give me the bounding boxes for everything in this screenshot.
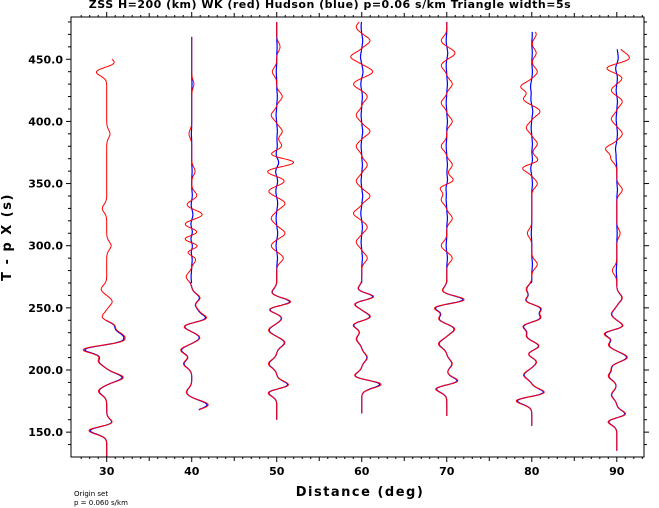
hudson-trace-90 — [604, 49, 628, 451]
footnote-p: p = 0.060 s/km — [74, 499, 128, 507]
y-tick-label: 150.0 — [28, 426, 63, 439]
wk-trace-90 — [603, 48, 630, 451]
x-tick-label: 60 — [354, 465, 370, 478]
x-tick-label: 70 — [439, 465, 455, 478]
y-tick-label: 200.0 — [28, 364, 63, 377]
hudson-trace-30 — [84, 319, 125, 457]
x-tick-label: 30 — [99, 465, 115, 478]
wk-trace-70 — [433, 22, 465, 416]
wk-trace-60 — [350, 21, 382, 414]
x-tick-label: 80 — [524, 465, 540, 478]
y-tick-label: 400.0 — [28, 115, 63, 128]
x-tick-label: 90 — [609, 465, 625, 478]
footnote-origin: Origin set — [74, 490, 108, 498]
wk-trace-30 — [82, 58, 126, 457]
y-axis-ticks: 150.0 200.0 250.0 300.0 350.0 400.0 450.0 — [28, 21, 649, 446]
wk-trace-40 — [180, 36, 209, 411]
x-axis-ticks: 30 40 50 60 70 80 90 — [80, 12, 643, 478]
y-axis-label: T - p X (s) — [0, 193, 15, 281]
y-tick-label: 250.0 — [28, 302, 63, 315]
wk-trace-50 — [267, 22, 295, 420]
hudson-trace-80 — [516, 31, 544, 426]
y-tick-label: 450.0 — [28, 53, 63, 66]
y-tick-label: 300.0 — [28, 240, 63, 253]
chart-title: ZSS H=200 (km) WK (red) Hudson (blue) p=… — [89, 0, 571, 11]
x-axis-label: Distance (deg) — [296, 485, 425, 500]
y-tick-label: 350.0 — [28, 178, 63, 191]
plot-frame — [70, 16, 645, 458]
wk-trace-80 — [515, 31, 545, 426]
x-tick-label: 40 — [184, 465, 200, 478]
x-tick-label: 50 — [269, 465, 285, 478]
hudson-trace-70 — [434, 22, 464, 416]
traces-group — [82, 21, 630, 457]
